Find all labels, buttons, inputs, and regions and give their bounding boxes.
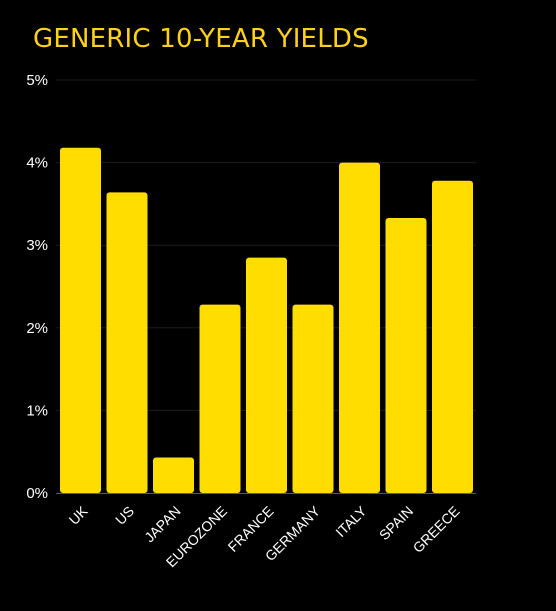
bar-spain bbox=[385, 217, 427, 493]
y-tick-label: 5% bbox=[26, 72, 48, 89]
bars bbox=[60, 147, 473, 493]
x-tick-label-spain: SPAIN bbox=[376, 503, 416, 543]
x-tick-label-italy: ITALY bbox=[332, 502, 370, 540]
y-tick-label: 1% bbox=[26, 402, 48, 419]
bar-japan bbox=[153, 457, 194, 493]
chart-title: GENERIC 10-YEAR YIELDS bbox=[33, 24, 369, 54]
y-tick-label: 0% bbox=[26, 485, 48, 502]
bar-italy bbox=[339, 162, 380, 493]
bar-france bbox=[246, 257, 287, 493]
x-tick-label-greece: GREECE bbox=[409, 503, 462, 556]
bar-uk bbox=[60, 147, 101, 493]
bar-eurozone bbox=[199, 304, 241, 493]
y-tick-label: 4% bbox=[26, 155, 48, 172]
x-tick-label-uk: UK bbox=[66, 502, 92, 528]
x-tick-label-us: US bbox=[112, 503, 137, 528]
y-tick-label: 3% bbox=[26, 237, 48, 254]
bar-greece bbox=[432, 180, 473, 493]
bar-germany bbox=[292, 304, 334, 493]
y-axis-tick-labels: 0% 1% 2% 3% 4% 5% bbox=[26, 72, 48, 502]
x-tick-label-japan: JAPAN bbox=[141, 503, 183, 545]
y-tick-label: 2% bbox=[26, 320, 48, 337]
bar-us bbox=[106, 192, 148, 493]
